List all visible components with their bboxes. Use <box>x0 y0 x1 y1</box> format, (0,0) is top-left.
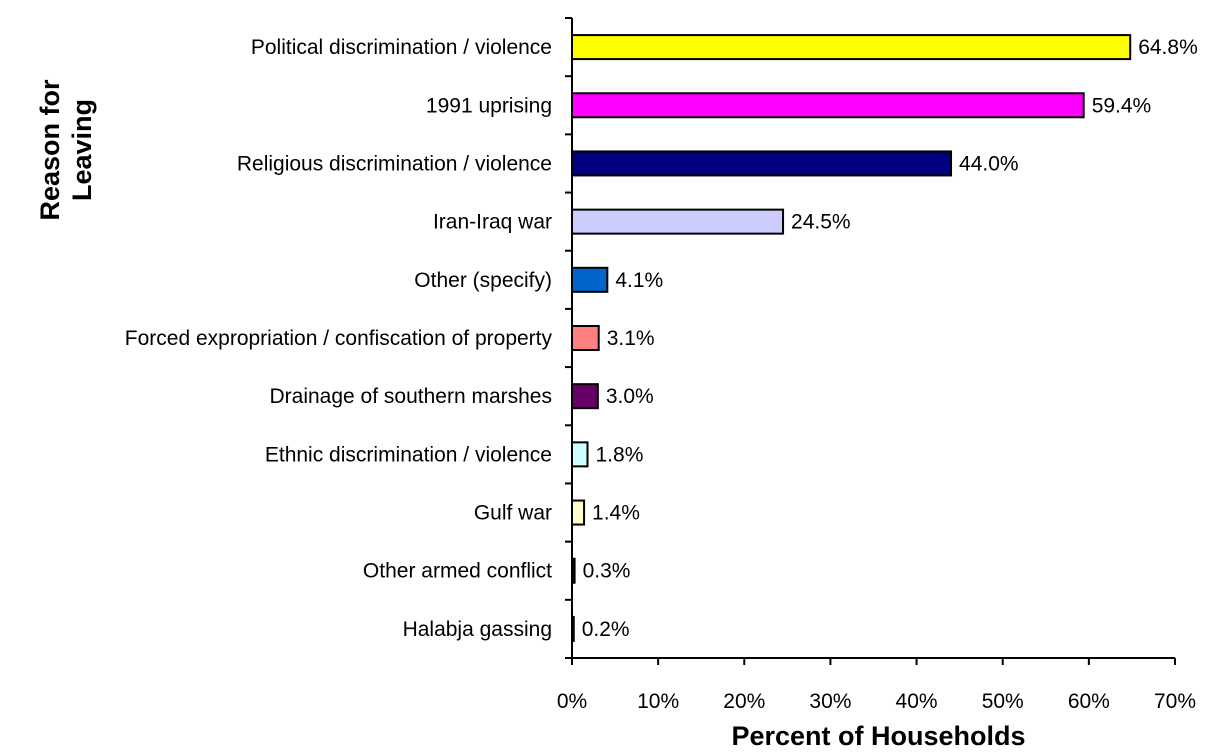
category-label: 1991 uprising <box>426 94 552 117</box>
value-label: 0.2% <box>582 618 630 641</box>
category-label: Ethnic discrimination / violence <box>265 443 552 466</box>
bar-3 <box>571 208 785 235</box>
value-label: 3.1% <box>607 327 655 350</box>
bar-6 <box>571 383 599 410</box>
bar-1 <box>571 92 1085 119</box>
bar-8 <box>571 499 586 526</box>
bar-0 <box>571 34 1132 61</box>
y-axis-title-text: Reason forLeaving <box>35 79 97 221</box>
value-label: 3.0% <box>606 385 654 408</box>
x-tick-label: 60% <box>1068 690 1110 713</box>
x-tick-label: 50% <box>982 690 1024 713</box>
axes-group: 0% 10% 20% 30% 40% 50% 60% 70% <box>557 17 1196 713</box>
x-tick-label: 70% <box>1154 690 1196 713</box>
category-label: Forced expropriation / confiscation of p… <box>125 327 553 350</box>
category-label: Halabja gassing <box>403 618 552 641</box>
category-label: Gulf war <box>474 502 552 525</box>
category-label: Iran-Iraq war <box>433 211 552 234</box>
bar-7 <box>571 441 589 468</box>
bar-5 <box>571 325 600 351</box>
value-label: 0.3% <box>583 560 631 583</box>
bar-2 <box>571 150 953 177</box>
value-label: 1.8% <box>596 443 644 466</box>
category-label: Drainage of southern marshes <box>270 385 553 408</box>
category-label: Religious discrimination / violence <box>237 152 552 175</box>
bars-group: Political discrimination / violence 64.8%… <box>125 34 1198 642</box>
y-axis-title: Reason forLeaving <box>35 79 97 221</box>
value-label: 64.8% <box>1138 36 1198 59</box>
bar-4 <box>571 266 609 293</box>
x-axis-title: Percent of Households <box>731 721 1025 751</box>
value-label: 59.4% <box>1092 94 1152 117</box>
category-label: Other armed conflict <box>363 560 552 583</box>
category-label: Other (specify) <box>414 269 552 292</box>
x-tick-label: 10% <box>637 690 679 713</box>
value-label: 4.1% <box>615 269 663 292</box>
value-label: 44.0% <box>959 152 1019 175</box>
x-tick-label: 0% <box>557 690 587 713</box>
x-tick-label: 30% <box>809 690 851 713</box>
value-label: 24.5% <box>791 211 851 234</box>
x-tick-label: 20% <box>723 690 765 713</box>
x-tick-label: 40% <box>896 690 938 713</box>
value-label: 1.4% <box>592 502 640 525</box>
category-label: Political discrimination / violence <box>251 36 552 59</box>
